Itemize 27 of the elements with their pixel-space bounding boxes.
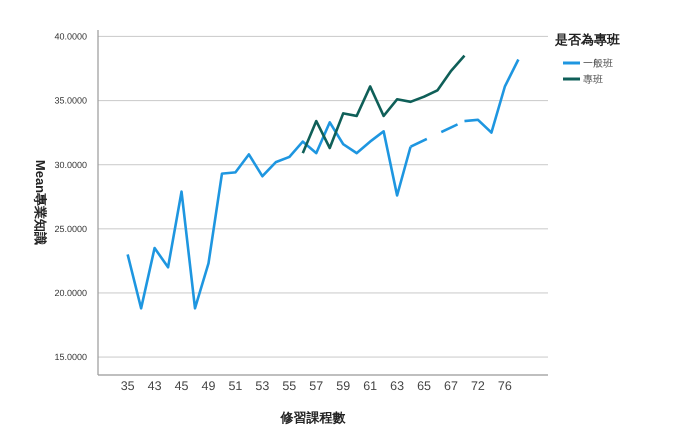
x-tick-label: 59 [336,379,350,393]
x-tick-label: 67 [444,379,458,393]
y-tick-label: 40.0000 [54,32,87,42]
y-tick-label: 15.0000 [54,352,87,362]
x-axis-title: 修習課程數 [280,410,346,425]
x-tick-label: 63 [390,379,404,393]
legend-title: 是否為專班 [554,32,620,47]
x-tick-label: 76 [498,379,512,393]
x-tick-label: 72 [470,379,485,393]
y-tick-label: 35.0000 [54,96,87,106]
x-tick-label: 61 [363,379,378,393]
y-axis-title: Mean專業知識 [33,160,48,246]
x-tick-label: 51 [228,379,242,393]
x-tick-label: 55 [282,379,296,393]
legend-label: 專班 [583,74,603,86]
y-tick-label: 25.0000 [54,224,87,234]
line-series [301,54,466,154]
x-tick-label: 49 [202,379,216,393]
x-tick-label: 35 [120,379,135,393]
x-tick-label: 65 [417,379,432,393]
x-tick-label: 45 [174,379,189,393]
legend-label: 一般班 [583,58,613,70]
x-tick-label: 43 [148,379,162,393]
x-tick-label: 57 [309,379,324,393]
y-tick-label: 20.0000 [54,288,87,298]
y-tick-label: 30.0000 [54,160,87,170]
x-tick-label: 53 [255,379,270,393]
